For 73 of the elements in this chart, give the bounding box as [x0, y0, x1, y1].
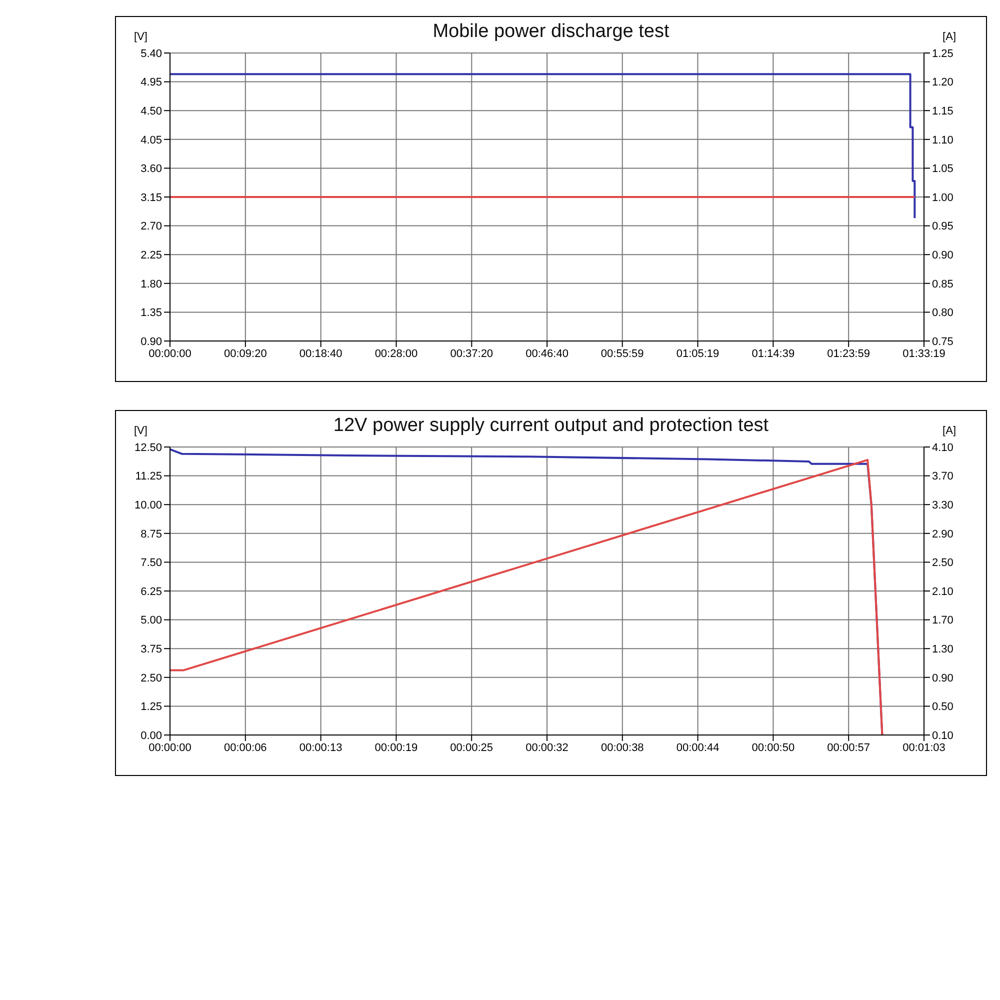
x-tick-label: 00:00:32	[526, 742, 568, 754]
y2-tick-label: 1.25	[932, 48, 954, 60]
x-tick-label: 00:00:25	[450, 742, 494, 754]
y2-tick-label: 1.20	[932, 76, 954, 89]
x-tick-label: 00:55:59	[600, 348, 644, 360]
y-tick-label: 5.00	[140, 614, 162, 627]
y-tick-label: 12.50	[134, 442, 162, 454]
y2-axis-title: [A]	[942, 31, 956, 43]
y2-tick-label: 1.05	[932, 163, 954, 176]
y2-tick-label: 0.90	[932, 250, 954, 262]
y2-tick-label: 0.75	[932, 336, 954, 348]
chart-title: Mobile power discharge test	[432, 21, 670, 42]
line-series	[170, 73, 916, 220]
y2-tick-label: 3.30	[932, 500, 954, 512]
y-tick-label: 4.50	[140, 106, 162, 118]
y2-tick-label: 2.90	[932, 528, 954, 540]
y-tick-label: 1.35	[140, 307, 162, 320]
x-tick-label: 00:00:44	[676, 742, 720, 754]
y2-tick-label: 0.85	[932, 278, 954, 290]
y-tick-label: 2.50	[140, 672, 162, 684]
x-tick-label: 00:01:03	[902, 742, 946, 754]
y-tick-label: 5.40	[140, 48, 162, 60]
y-tick-label: 3.60	[140, 163, 162, 176]
y-tick-label: 3.15	[140, 192, 162, 204]
y2-tick-label: 2.50	[932, 557, 954, 570]
y2-tick-label: 3.70	[932, 470, 954, 483]
x-tick-label: 01:14:39	[752, 348, 795, 360]
y2-tick-label: 0.95	[932, 220, 954, 233]
x-tick-label: 00:00:00	[148, 348, 192, 360]
x-tick-label: 00:00:38	[600, 742, 644, 754]
y-tick-label: 11.25	[135, 470, 162, 483]
y-tick-label: 2.25	[140, 250, 162, 262]
x-tick-label: 00:00:00	[148, 742, 192, 754]
chart-title: 12V power supply current output and protection test	[333, 415, 769, 436]
x-tick-label: 00:09:20	[224, 348, 267, 360]
y-tick-label: 4.95	[140, 76, 162, 89]
y-axis-title: [V]	[134, 425, 148, 437]
x-tick-label: 00:00:13	[299, 742, 342, 754]
y2-tick-label: 1.15	[932, 106, 954, 118]
y2-tick-label: 1.70	[932, 614, 954, 627]
x-tick-label: 00:00:06	[224, 742, 267, 754]
y-tick-label: 1.80	[140, 278, 162, 290]
y-tick-label: 0.00	[140, 730, 162, 742]
y-tick-label: 4.05	[140, 134, 162, 146]
y-tick-label: 3.75	[140, 644, 162, 656]
x-tick-label: 00:46:40	[526, 348, 568, 360]
y-tick-label: 8.75	[140, 528, 162, 540]
x-tick-label: 01:23:59	[827, 348, 870, 360]
y2-tick-label: 1.30	[932, 644, 954, 656]
y2-tick-label: 0.50	[932, 701, 954, 714]
y2-tick-label: 1.00	[932, 192, 954, 204]
y-axis-title: [V]	[134, 31, 148, 43]
x-tick-label: 00:00:57	[827, 742, 870, 754]
y-tick-label: 10.00	[134, 500, 162, 512]
x-tick-label: 00:00:19	[374, 742, 418, 754]
y2-axis-title: [A]	[942, 425, 956, 437]
y2-tick-label: 0.80	[932, 307, 954, 320]
x-tick-label: 01:05:19	[676, 348, 720, 360]
y-tick-label: 2.70	[140, 220, 162, 233]
x-tick-label: 00:37:20	[450, 348, 494, 360]
x-tick-label: 00:28:00	[374, 348, 418, 360]
y2-tick-label: 0.10	[932, 730, 954, 742]
x-tick-label: 00:00:50	[752, 742, 795, 754]
y-tick-label: 6.25	[140, 586, 162, 598]
y-tick-label: 1.25	[140, 701, 162, 714]
y2-tick-label: 1.10	[932, 134, 954, 146]
y-tick-label: 0.90	[140, 336, 162, 348]
x-tick-label: 01:33:19	[902, 348, 946, 360]
y2-tick-label: 0.90	[932, 672, 954, 684]
y-tick-label: 7.50	[140, 557, 162, 570]
y2-tick-label: 4.10	[932, 442, 954, 454]
y2-tick-label: 2.10	[932, 586, 954, 598]
x-tick-label: 00:18:40	[299, 348, 342, 360]
